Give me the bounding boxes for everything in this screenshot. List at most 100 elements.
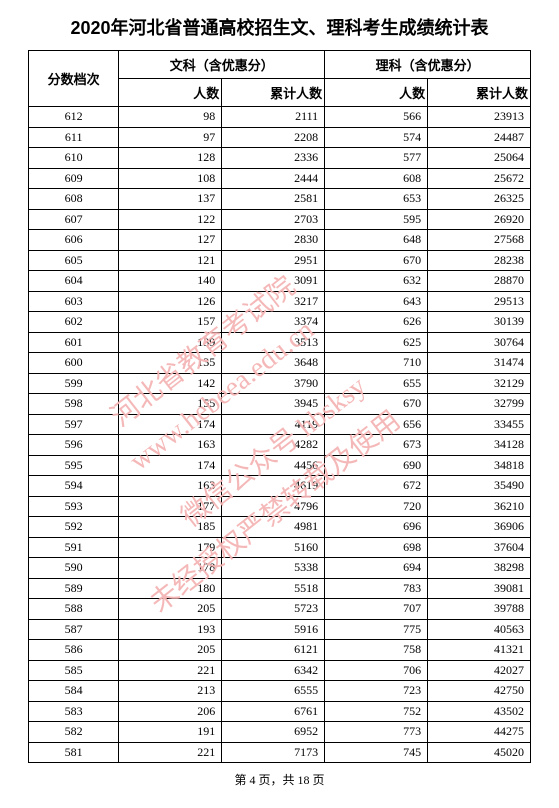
cell-score: 609 [29, 168, 119, 189]
table-row: 581221717374545020 [29, 742, 531, 763]
cell-sci-cum: 28870 [428, 271, 531, 292]
table-row: 599142379065532129 [29, 373, 531, 394]
cell-sci-cum: 26920 [428, 209, 531, 230]
cell-sci-count: 632 [325, 271, 428, 292]
cell-sci-cum: 36210 [428, 496, 531, 517]
cell-la-cum: 2703 [222, 209, 325, 230]
cell-sci-cum: 23913 [428, 107, 531, 128]
cell-sci-count: 720 [325, 496, 428, 517]
cell-la-count: 185 [119, 517, 222, 538]
table-row: 597174411965633455 [29, 414, 531, 435]
cell-sci-cum: 26325 [428, 189, 531, 210]
cell-la-cum: 5160 [222, 537, 325, 558]
cell-sci-count: 723 [325, 681, 428, 702]
table-row: 604140309163228870 [29, 271, 531, 292]
cell-la-count: 140 [119, 271, 222, 292]
cell-sci-cum: 32129 [428, 373, 531, 394]
cell-sci-count: 698 [325, 537, 428, 558]
cell-la-cum: 2951 [222, 250, 325, 271]
cell-sci-cum: 44275 [428, 722, 531, 743]
cell-la-count: 174 [119, 455, 222, 476]
table-row: 601139351362530764 [29, 332, 531, 353]
cell-sci-count: 577 [325, 148, 428, 169]
cell-la-cum: 3374 [222, 312, 325, 333]
cell-sci-count: 625 [325, 332, 428, 353]
cell-sci-cum: 39788 [428, 599, 531, 620]
cell-la-count: 139 [119, 332, 222, 353]
cell-sci-cum: 25064 [428, 148, 531, 169]
cell-sci-cum: 45020 [428, 742, 531, 763]
cell-la-count: 135 [119, 353, 222, 374]
cell-sci-count: 690 [325, 455, 428, 476]
cell-sci-count: 656 [325, 414, 428, 435]
cell-la-count: 177 [119, 496, 222, 517]
cell-sci-cum: 30139 [428, 312, 531, 333]
cell-score: 607 [29, 209, 119, 230]
cell-la-count: 180 [119, 578, 222, 599]
cell-sci-count: 783 [325, 578, 428, 599]
cell-la-cum: 4456 [222, 455, 325, 476]
header-la-cumulative: 累计人数 [222, 79, 325, 107]
table-row: 598155394567032799 [29, 394, 531, 415]
cell-la-cum: 4282 [222, 435, 325, 456]
cell-score: 585 [29, 660, 119, 681]
table-row: 610128233657725064 [29, 148, 531, 169]
cell-score: 600 [29, 353, 119, 374]
cell-sci-cum: 39081 [428, 578, 531, 599]
cell-score: 604 [29, 271, 119, 292]
table-row: 592185498169636906 [29, 517, 531, 538]
cell-sci-cum: 24487 [428, 127, 531, 148]
table-row: 61298211156623913 [29, 107, 531, 128]
cell-la-cum: 4619 [222, 476, 325, 497]
cell-la-cum: 2444 [222, 168, 325, 189]
cell-sci-count: 694 [325, 558, 428, 579]
cell-sci-count: 566 [325, 107, 428, 128]
cell-score: 601 [29, 332, 119, 353]
cell-sci-count: 696 [325, 517, 428, 538]
table-row: 583206676175243502 [29, 701, 531, 722]
table-row: 602157337462630139 [29, 312, 531, 333]
cell-la-cum: 3091 [222, 271, 325, 292]
cell-la-count: 178 [119, 558, 222, 579]
cell-score: 591 [29, 537, 119, 558]
table-row: 586205612175841321 [29, 640, 531, 661]
table-row: 609108244460825672 [29, 168, 531, 189]
table-row: 587193591677540563 [29, 619, 531, 640]
cell-score: 598 [29, 394, 119, 415]
cell-la-cum: 7173 [222, 742, 325, 763]
cell-score: 587 [29, 619, 119, 640]
cell-la-count: 174 [119, 414, 222, 435]
page-footer: 第 4 页，共 18 页 [0, 763, 559, 788]
cell-la-count: 98 [119, 107, 222, 128]
cell-la-cum: 4981 [222, 517, 325, 538]
cell-la-count: 155 [119, 394, 222, 415]
cell-sci-count: 707 [325, 599, 428, 620]
cell-score: 596 [29, 435, 119, 456]
cell-la-cum: 6342 [222, 660, 325, 681]
cell-la-count: 127 [119, 230, 222, 251]
cell-score: 592 [29, 517, 119, 538]
cell-sci-cum: 41321 [428, 640, 531, 661]
cell-sci-count: 710 [325, 353, 428, 374]
table-row: 608137258165326325 [29, 189, 531, 210]
cell-score: 588 [29, 599, 119, 620]
cell-score: 597 [29, 414, 119, 435]
cell-score: 582 [29, 722, 119, 743]
table-row: 591179516069837604 [29, 537, 531, 558]
cell-la-cum: 6761 [222, 701, 325, 722]
cell-la-cum: 2336 [222, 148, 325, 169]
cell-la-count: 179 [119, 537, 222, 558]
cell-la-count: 205 [119, 640, 222, 661]
cell-la-count: 193 [119, 619, 222, 640]
table-row: 589180551878339081 [29, 578, 531, 599]
table-row: 603126321764329513 [29, 291, 531, 312]
cell-sci-cum: 33455 [428, 414, 531, 435]
cell-la-cum: 6121 [222, 640, 325, 661]
cell-la-cum: 5916 [222, 619, 325, 640]
cell-score: 606 [29, 230, 119, 251]
cell-score: 605 [29, 250, 119, 271]
cell-sci-cum: 40563 [428, 619, 531, 640]
cell-score: 593 [29, 496, 119, 517]
header-science: 理科（含优惠分） [325, 51, 531, 79]
cell-score: 581 [29, 742, 119, 763]
